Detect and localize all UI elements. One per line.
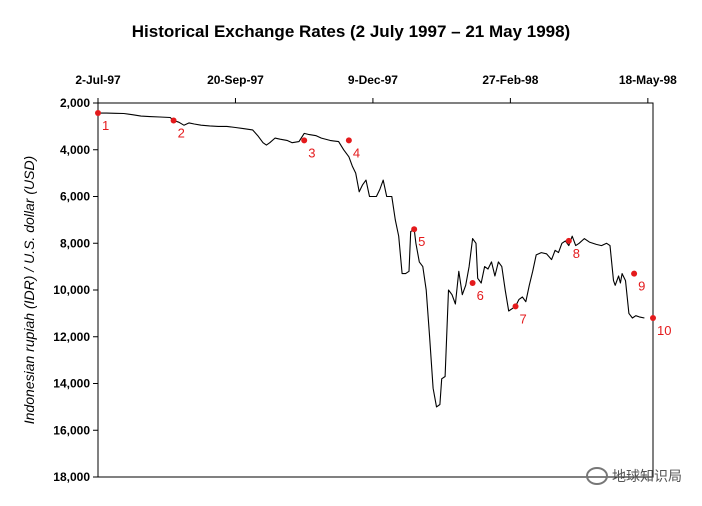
- y-tick-label: 18,000: [53, 470, 90, 484]
- y-tick-label: 6,000: [60, 190, 90, 204]
- annotation-point-7: [512, 303, 519, 310]
- annotation-label-3: 3: [308, 145, 315, 160]
- x-axis-ticks: 2-Jul-97 20-Sep-97 9-Dec-97 27-Feb-98 18-May…: [75, 73, 677, 103]
- x-tick-label: 9-Dec-97: [348, 73, 398, 87]
- y-axis-label: Indonesian rupiah (IDR) / U.S. dollar (U…: [21, 156, 37, 424]
- x-tick-label: 27-Feb-98: [482, 73, 538, 87]
- x-tick-label: 20-Sep-97: [207, 73, 264, 87]
- annotation-point-1: [95, 110, 101, 117]
- plot-area: [97, 102, 654, 478]
- y-tick-label: 8,000: [60, 236, 90, 250]
- watermark: 地球知识局: [586, 466, 682, 486]
- annotation-point-5: [411, 226, 418, 233]
- annotation-label-2: 2: [178, 126, 185, 141]
- x-tick-label: 18-May-98: [619, 73, 677, 87]
- annotation-label-10: 10: [657, 323, 671, 338]
- y-tick-label: 16,000: [53, 423, 90, 437]
- y-tick-label: 4,000: [60, 143, 90, 157]
- annotation-label-9: 9: [638, 279, 645, 294]
- y-axis-ticks: 2,000 4,000 6,000 8,000 10,000 12,000 14,000 16…: [53, 96, 98, 484]
- y-tick-label: 2,000: [60, 96, 90, 110]
- y-tick-label: 14,000: [53, 377, 90, 391]
- annotation-point-10: [650, 315, 656, 322]
- annotation-label-1: 1: [102, 118, 109, 133]
- annotation-point-3: [301, 137, 308, 144]
- x-tick-label: 2-Jul-97: [75, 73, 121, 87]
- series-line-idr-usd: [98, 112, 645, 408]
- annotation-point-8: [565, 237, 572, 244]
- watermark-text: 地球知识局: [612, 469, 682, 485]
- annotation-point-6: [469, 279, 476, 286]
- annotation-markers: 1 2 3 4 5 6 7 8 9 10: [95, 110, 671, 338]
- watermark-logo-icon: [586, 467, 608, 485]
- annotation-point-9: [631, 270, 638, 277]
- annotation-point-4: [345, 137, 352, 144]
- y-tick-label: 12,000: [53, 330, 90, 344]
- annotation-label-8: 8: [573, 246, 580, 261]
- annotation-label-6: 6: [477, 288, 484, 303]
- y-tick-label: 10,000: [53, 283, 90, 297]
- annotation-point-2: [170, 117, 177, 124]
- annotation-label-5: 5: [418, 234, 425, 249]
- chart-title: Historical Exchange Rates (2 July 1997 –…: [132, 22, 570, 41]
- annotation-label-4: 4: [353, 145, 360, 160]
- annotation-label-7: 7: [520, 311, 527, 326]
